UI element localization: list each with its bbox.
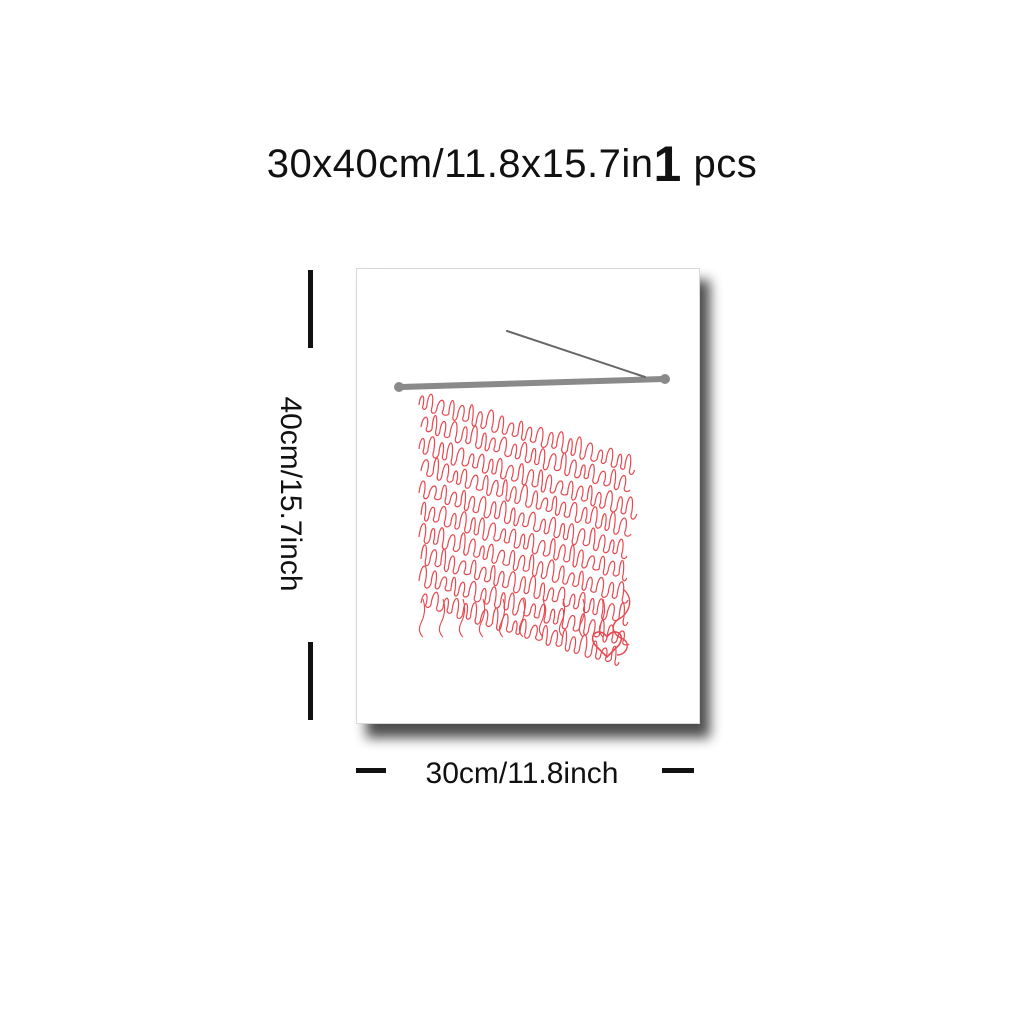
knitting-needles-illustration	[394, 330, 670, 392]
yarn-stitch-row	[420, 414, 631, 493]
yarn-tail	[612, 588, 631, 656]
width-dimension-right-bar	[662, 768, 694, 773]
yarn-strand	[518, 598, 526, 638]
yarn-stitch-row	[420, 457, 632, 537]
yarn-strand	[418, 598, 426, 638]
quantity-unit: pcs	[682, 142, 757, 186]
height-dimension-label: 40cm/15.7inch	[274, 396, 307, 592]
height-dimension-top-bar	[308, 270, 313, 348]
yarn-stitch-row	[420, 544, 629, 627]
quantity-number: 1	[653, 136, 682, 192]
needle-knob-left	[394, 382, 404, 392]
size-text: 30x40cm/11.8x15.7in	[266, 142, 654, 186]
yarn-lettering-illustration	[418, 393, 638, 666]
yarn-strand	[598, 598, 606, 638]
yarn-stitch-row	[418, 436, 638, 520]
needle-knob-right	[660, 374, 670, 384]
knitting-artwork	[394, 330, 670, 666]
width-dimension-label: 30cm/11.8inch	[425, 757, 619, 790]
yarn-strand	[458, 598, 466, 638]
canvas-face	[356, 268, 700, 724]
width-dimension-left-bar	[356, 768, 386, 773]
yarn-stitch-row	[418, 522, 629, 604]
yarn-stitch-row	[418, 480, 628, 560]
yarn-strand	[498, 598, 506, 638]
canvas-print	[356, 268, 710, 738]
needle-diagonal	[506, 330, 646, 378]
yarn-strand	[558, 598, 566, 638]
yarn-stitch-row	[418, 393, 636, 475]
product-size-title: 30x40cm/11.8x15.7in1 pcs	[0, 138, 1024, 190]
height-dimension-bottom-bar	[308, 642, 313, 720]
yarn-strand	[578, 598, 586, 638]
yarn-strand	[438, 598, 446, 638]
needle-bar	[398, 376, 666, 390]
yarn-stitch-row	[420, 501, 628, 582]
quantity-unit-text: pcs	[693, 142, 758, 186]
yarn-strand	[478, 598, 486, 638]
yarn-strand	[538, 598, 546, 638]
